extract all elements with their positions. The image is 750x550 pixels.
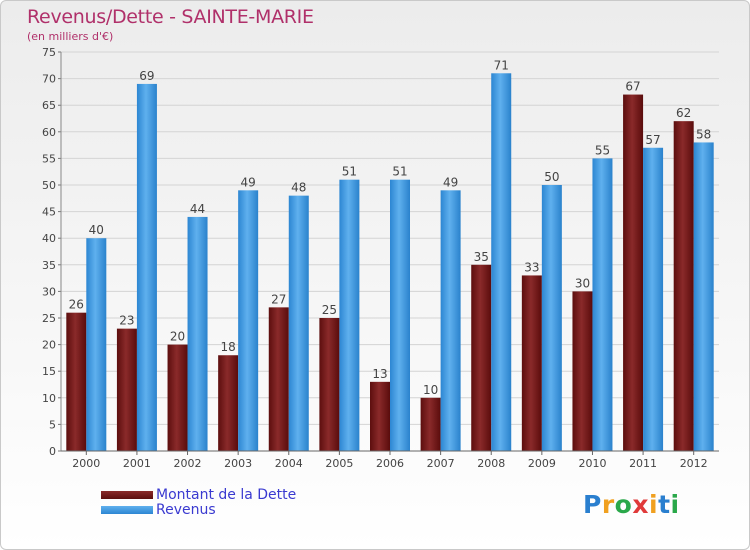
data-label-debt: 20 <box>170 330 185 344</box>
data-label-debt: 10 <box>423 383 438 397</box>
legend-swatch-debt <box>101 490 153 499</box>
y-tick-label: 65 <box>42 99 56 112</box>
y-tick-label: 20 <box>42 339 56 352</box>
data-label-revenue: 55 <box>595 143 610 157</box>
data-label-revenue: 44 <box>190 202 205 216</box>
x-tick-label: 2002 <box>174 457 202 470</box>
y-tick-label: 30 <box>42 285 56 298</box>
data-label-debt: 27 <box>271 292 286 306</box>
bar-revenue-2006 <box>390 179 410 451</box>
data-label-revenue: 58 <box>696 127 711 141</box>
y-tick-label: 15 <box>42 365 56 378</box>
data-label-debt: 62 <box>676 106 691 120</box>
y-tick-label: 5 <box>49 418 56 431</box>
y-tick-label: 0 <box>49 445 56 458</box>
bar-revenue-2007 <box>440 190 461 451</box>
y-tick-label: 40 <box>42 232 56 245</box>
bar-debt-2005 <box>319 318 340 451</box>
x-tick-label: 2001 <box>123 457 151 470</box>
bar-debt-2002 <box>167 344 188 451</box>
data-label-debt: 67 <box>625 80 640 94</box>
y-tick-label: 50 <box>42 179 56 192</box>
data-label-debt: 26 <box>69 298 84 312</box>
data-label-revenue: 69 <box>139 69 154 83</box>
legend-item-debt: Montant de la Dette <box>101 486 297 503</box>
legend-label-revenue: Revenus <box>156 501 216 518</box>
bar-revenue-2012 <box>693 142 714 451</box>
data-label-revenue: 49 <box>443 175 458 189</box>
bar-revenue-2011 <box>643 147 664 451</box>
bar-revenue-2002 <box>187 216 208 451</box>
bar-revenue-2004 <box>288 195 309 451</box>
data-label-debt: 18 <box>221 340 236 354</box>
x-tick-label: 2012 <box>680 457 708 470</box>
y-tick-label: 10 <box>42 392 56 405</box>
data-label-debt: 23 <box>119 314 134 328</box>
y-tick-label: 70 <box>42 73 56 86</box>
x-tick-label: 2000 <box>72 457 100 470</box>
bar-debt-2008 <box>471 264 492 451</box>
bar-revenue-2003 <box>238 190 259 451</box>
x-tick-label: 2006 <box>376 457 404 470</box>
chart-title: Revenus/Dette - SAINTE-MARIE <box>27 6 314 28</box>
bar-debt-2007 <box>420 397 441 451</box>
legend: Montant de la Dette Revenus <box>101 486 297 518</box>
data-label-revenue: 51 <box>342 165 357 179</box>
bar-debt-2009 <box>521 275 542 451</box>
data-label-debt: 35 <box>474 250 489 264</box>
legend-swatch-revenue <box>101 505 153 514</box>
proxiti-logo: Proxiti <box>583 490 680 519</box>
bar-debt-2001 <box>116 328 137 451</box>
y-tick-label: 35 <box>42 259 56 272</box>
bar-debt-2011 <box>623 94 644 451</box>
legend-label-debt: Montant de la Dette <box>156 486 297 503</box>
bar-revenue-2008 <box>491 73 512 451</box>
y-tick-label: 60 <box>42 126 56 139</box>
x-tick-label: 2005 <box>325 457 353 470</box>
bar-debt-2012 <box>673 121 694 451</box>
y-tick-label: 25 <box>42 312 56 325</box>
data-label-debt: 33 <box>524 260 539 274</box>
data-label-revenue: 49 <box>241 175 256 189</box>
x-tick-label: 2011 <box>629 457 657 470</box>
data-label-debt: 13 <box>372 367 387 381</box>
bar-debt-2010 <box>572 291 593 451</box>
data-label-revenue: 57 <box>645 133 660 147</box>
data-label-debt: 30 <box>575 276 590 290</box>
bar-revenue-2010 <box>592 158 613 451</box>
y-tick-label: 55 <box>42 152 56 165</box>
x-tick-label: 2008 <box>477 457 505 470</box>
x-tick-label: 2007 <box>427 457 455 470</box>
legend-item-revenue: Revenus <box>101 501 296 518</box>
x-tick-label: 2003 <box>224 457 252 470</box>
data-label-debt: 25 <box>322 303 337 317</box>
data-label-revenue: 48 <box>291 181 306 195</box>
bar-revenue-2000 <box>86 238 107 451</box>
x-tick-label: 2010 <box>578 457 606 470</box>
bar-revenue-2005 <box>339 179 360 451</box>
bar-revenue-2001 <box>136 83 157 452</box>
bar-debt-2003 <box>218 355 239 451</box>
y-tick-label: 75 <box>42 46 56 59</box>
bar-debt-2006 <box>370 381 390 451</box>
data-label-revenue: 40 <box>89 223 104 237</box>
data-label-revenue: 50 <box>544 170 559 184</box>
bar-revenue-2009 <box>541 185 562 451</box>
chart-subtitle: (en milliers d'€) <box>27 30 114 43</box>
bar-debt-2000 <box>66 312 87 451</box>
data-label-revenue: 71 <box>494 58 509 72</box>
bar-debt-2004 <box>268 307 289 451</box>
y-tick-label: 45 <box>42 206 56 219</box>
data-label-revenue: 51 <box>392 165 407 179</box>
x-tick-label: 2004 <box>275 457 303 470</box>
x-tick-label: 2009 <box>528 457 556 470</box>
